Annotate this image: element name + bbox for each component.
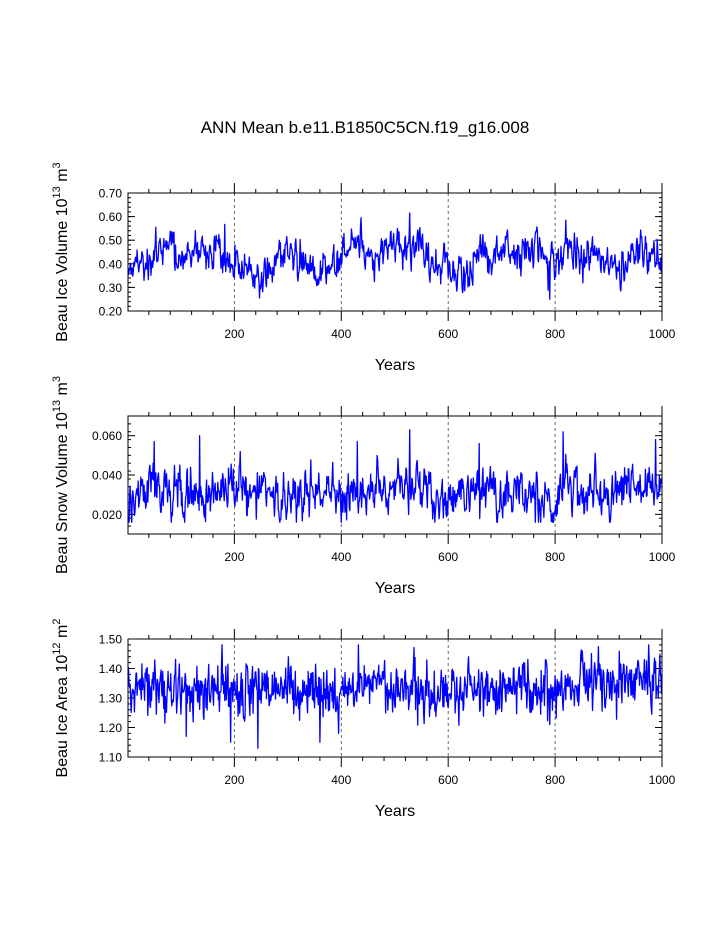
figure-title: ANN Mean b.e11.B1850C5CN.f19_g16.008 bbox=[201, 118, 530, 137]
x-tick-label: 600 bbox=[438, 773, 458, 787]
chart-beau-ice-volume: 0.20 0.30 0.40 0.50 0.60 0.70 200 400 600 800 1000… bbox=[51, 162, 676, 374]
x-tick-label: 200 bbox=[224, 773, 244, 787]
x-tick-label: 200 bbox=[224, 327, 244, 341]
y-tick-label: 0.020 bbox=[92, 508, 122, 522]
y-tick-label: 0.040 bbox=[92, 469, 122, 483]
series-line bbox=[127, 644, 663, 749]
y-tick-label: 1.30 bbox=[99, 692, 123, 706]
x-tick-label: 800 bbox=[545, 773, 565, 787]
y-axis-label: Beau Snow Volume 1013 m3 bbox=[51, 376, 71, 574]
y-tick-label: 1.50 bbox=[99, 633, 123, 647]
y-tick-label: 1.10 bbox=[99, 751, 123, 765]
y-tick-label: 0.20 bbox=[99, 305, 123, 319]
chart-beau-ice-area: 1.10 1.20 1.30 1.40 1.50 200 400 600 800 1000 Year… bbox=[51, 619, 676, 820]
x-tick-label: 200 bbox=[224, 550, 244, 564]
y-tick-label: 0.40 bbox=[99, 257, 123, 271]
y-tick-label: 0.60 bbox=[99, 210, 123, 224]
y-axis-label: Beau Ice Area 1012 m2 bbox=[51, 619, 71, 778]
y-tick-label: 0.060 bbox=[92, 429, 122, 443]
y-tick-label: 0.70 bbox=[99, 187, 123, 201]
panels: 0.20 0.30 0.40 0.50 0.60 0.70 200 400 600 800 1000… bbox=[51, 162, 676, 820]
x-tick-label: 800 bbox=[545, 550, 565, 564]
series-line bbox=[127, 429, 663, 523]
y-tick-label: 1.20 bbox=[99, 721, 123, 735]
chart-beau-snow-volume: 0.020 0.040 0.060 200 400 600 800 1000 Years Beau… bbox=[51, 376, 676, 597]
x-tick-label: 1000 bbox=[649, 327, 676, 341]
plot-frame bbox=[127, 192, 663, 312]
y-tick-label: 1.40 bbox=[99, 662, 123, 676]
x-tick-label: 400 bbox=[331, 327, 351, 341]
series-line bbox=[127, 212, 663, 300]
x-tick-label: 1000 bbox=[649, 773, 676, 787]
x-tick-label: 400 bbox=[331, 773, 351, 787]
plot-frame bbox=[127, 638, 663, 758]
x-tick-label: 600 bbox=[438, 550, 458, 564]
y-tick-label: 0.50 bbox=[99, 234, 123, 248]
y-axis-label: Beau Ice Volume 1013 m3 bbox=[51, 162, 71, 341]
x-tick-label: 1000 bbox=[649, 550, 676, 564]
plot-frame bbox=[127, 415, 663, 535]
x-tick-label: 600 bbox=[438, 327, 458, 341]
x-axis-label: Years bbox=[375, 357, 415, 374]
x-axis-label: Years bbox=[375, 803, 415, 820]
x-axis-label: Years bbox=[375, 580, 415, 597]
x-tick-label: 400 bbox=[331, 550, 351, 564]
x-tick-label: 800 bbox=[545, 327, 565, 341]
y-tick-label: 0.30 bbox=[99, 281, 123, 295]
